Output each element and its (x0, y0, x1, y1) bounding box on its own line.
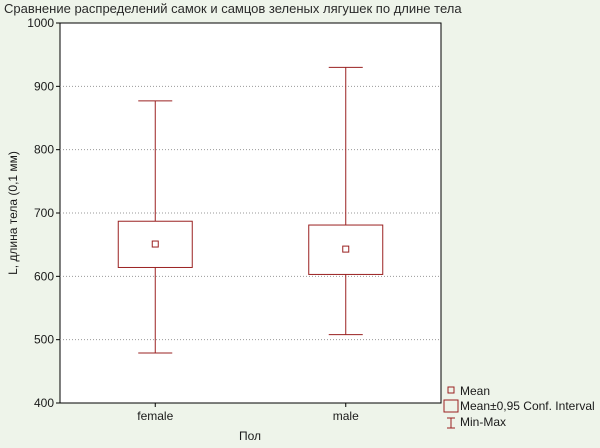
x-axis-ticks: female male (137, 403, 359, 423)
y-tick-label: 700 (34, 206, 54, 220)
legend: Mean Mean±0,95 Conf. Interval Min-Max (443, 384, 595, 429)
x-tick-label: female (137, 409, 173, 423)
y-tick-label: 600 (34, 269, 54, 283)
y-axis-ticks: 400 500 600 700 800 900 1000 (27, 16, 60, 410)
box-group-female (117, 100, 193, 354)
legend-mean-marker (447, 386, 455, 394)
legend-ci-label: Mean±0,95 Conf. Interval (460, 399, 595, 413)
legend-mean-label: Mean (460, 384, 490, 398)
legend-item-minmax: Min-Max (447, 415, 506, 429)
ci-box (308, 224, 384, 275)
y-tick-label: 500 (34, 333, 54, 347)
legend-minmax-label: Min-Max (460, 415, 506, 429)
legend-ci-marker (443, 399, 459, 413)
legend-item-mean: Mean (447, 384, 490, 398)
box-series (117, 66, 384, 354)
x-tick-label: male (333, 409, 359, 423)
chart-title: Сравнение распределений самок и самцов з… (4, 1, 462, 16)
y-axis-label: L, длина тела (0,1 мм) (6, 151, 20, 275)
y-tick-label: 1000 (27, 16, 54, 30)
legend-item-ci: Mean±0,95 Conf. Interval (443, 399, 595, 413)
box-group-male (308, 66, 384, 336)
mean-marker (342, 245, 350, 253)
gridlines (60, 85, 441, 341)
y-tick-label: 900 (34, 79, 54, 93)
mean-marker (151, 240, 159, 248)
x-axis-label: Пол (239, 429, 261, 443)
y-tick-label: 400 (34, 396, 54, 410)
y-tick-label: 800 (34, 143, 54, 157)
ci-box (117, 220, 193, 268)
